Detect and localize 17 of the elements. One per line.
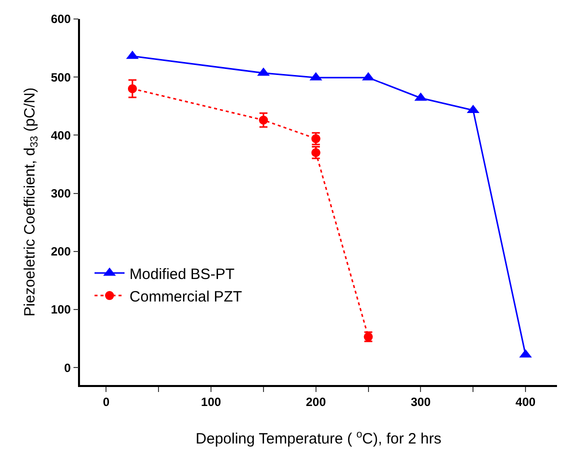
y-tick-label: 600: [50, 12, 72, 26]
point: [258, 116, 268, 125]
y-tick-label: 200: [50, 244, 72, 259]
x-tick-label: 100: [201, 395, 222, 410]
y-tick-label: 0: [64, 360, 72, 375]
legend-label: Modified BS-PT: [130, 266, 235, 283]
y-tick-label: 100: [50, 302, 72, 317]
x-tick-label: 300: [410, 395, 432, 410]
x-tick-label: 400: [516, 395, 536, 410]
x-axis-title: Depoling Temperature ( $^{o}$C), for 2 hrs: [196, 428, 442, 448]
point: [128, 84, 137, 94]
legend-label: Commercial PZT: [130, 288, 242, 306]
y-tick-label: 500: [50, 70, 72, 84]
x-tick-label: 0: [102, 395, 110, 410]
y-tick-label: 400: [50, 128, 72, 142]
y-tick-label: 300: [50, 186, 72, 200]
x-tick-label: 200: [306, 395, 326, 410]
